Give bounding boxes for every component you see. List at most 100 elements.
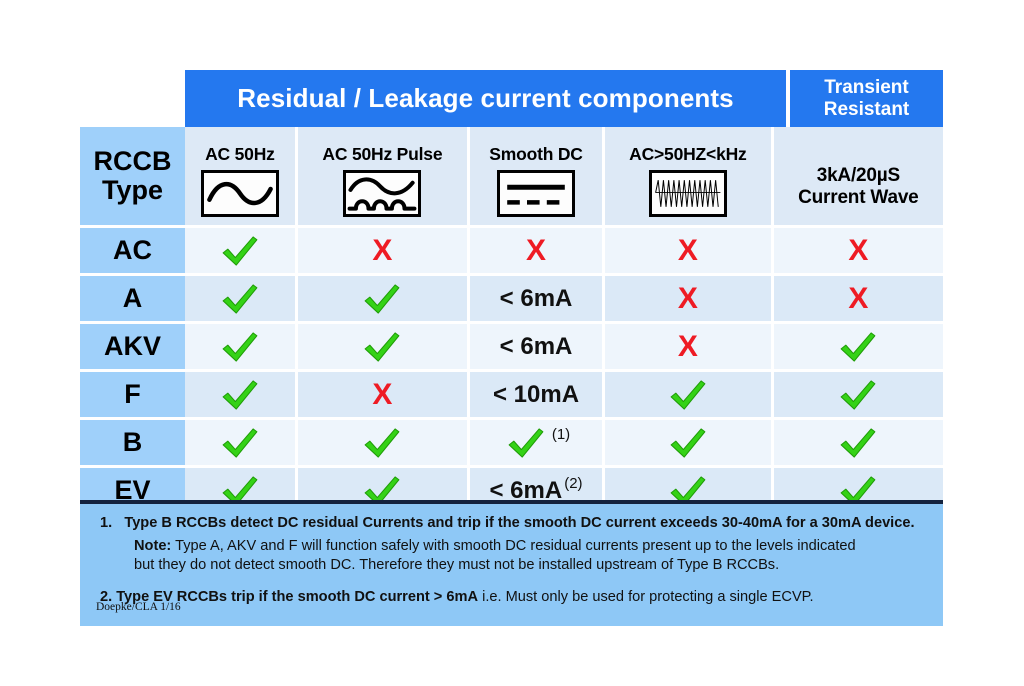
cell-b-smoothdc: (1) [468,418,606,468]
cell-f-ac50hz [185,370,298,420]
cross-icon: X [677,329,698,363]
column-header-label-ac50hz: AC 50Hz [205,144,275,164]
cell-content [185,372,295,417]
footnote-2: 2. Type EV RCCBs trip if the smooth DC c… [94,588,929,608]
cell-content: < 6mA (2) [470,468,602,513]
cell-akv-ac50hz [185,322,298,372]
check-icon [220,283,260,314]
cell-content: < 6mA [470,276,602,321]
cell-value: < 10mA [492,380,580,408]
cross-icon: X [848,281,869,315]
cell-content: X [774,228,943,273]
column-header-label-smoothdc: Smooth DC [489,144,583,164]
cross-icon: X [677,281,698,315]
footnote-1-note: Note: Type A, AKV and F will function sa… [94,537,929,557]
column-header-label-hfac: AC>50HZ<kHz [629,144,747,164]
cell-akv-hfac: X [603,322,774,372]
cell-content: X [298,228,467,273]
table-row: AC X X X X [80,226,943,276]
sine-wave-icon [200,170,279,217]
check-icon [362,283,402,314]
cell-f-ac50pulse: X [296,370,470,420]
check-icon [838,379,878,410]
cell-content [185,276,295,321]
cell-akv-ac50pulse [296,322,470,372]
check-icon [838,427,878,458]
cell-ac-ac50hz [185,226,298,276]
table-row: AKV < 6mA X [80,322,943,372]
table-header-row: RCCB Type AC 50Hz AC 50Hz Pulse Smooth DC AC… [80,127,943,228]
cell-content: X [774,276,943,321]
cell-b-hfac [603,418,774,468]
cell-content: (1) [470,420,602,465]
cell-content: X [605,228,771,273]
cell-content [774,420,943,465]
check-icon [506,427,546,458]
table-row: B (1) [80,418,943,468]
row-label-a: A [80,274,185,324]
cell-a-ac50pulse [296,274,470,324]
cell-ac-ac50pulse: X [296,226,470,276]
column-header-hfac: AC>50HZ<kHz [603,127,774,228]
table-row: F X < 10mA [80,370,943,420]
cell-content: X [298,372,467,417]
check-icon [220,379,260,410]
cross-icon: X [677,233,698,267]
footnote-1-text: Type B RCCBs detect DC residual Currents… [124,515,915,531]
cell-value: < 6mA [499,284,573,312]
column-header-label-ac50pulse: AC 50Hz Pulse [322,144,443,164]
cell-content [185,420,295,465]
cell-content [298,420,467,465]
cell-a-hfac: X [603,274,774,324]
credit-line: Doepke/CLA 1/16 [96,601,181,613]
cell-f-smoothdc: < 10mA [468,370,606,420]
footnote-1: 1. Type B RCCBs detect DC residual Curre… [94,514,929,534]
transient-resistant-label: Transient Resistant [823,77,910,120]
check-icon [362,331,402,362]
column-header-transient: 3kA/20µS Current Wave [772,127,943,228]
cell-value: < 6mA [489,476,563,504]
cell-ac-hfac: X [603,226,774,276]
cell-content [298,276,467,321]
check-icon [220,235,260,266]
cell-a-smoothdc: < 6mA [468,274,606,324]
cell-content: X [605,276,771,321]
cell-f-transient [772,370,943,420]
column-header-ac50hz: AC 50Hz [185,127,298,228]
check-icon [220,331,260,362]
cell-content: < 10mA [470,372,602,417]
footnote-2-rest: i.e. Must only be used for protecting a … [478,588,814,605]
cross-icon: X [372,233,393,267]
rccb-compatibility-table: RCCB Type AC 50Hz AC 50Hz Pulse Smooth DC AC… [80,127,943,516]
cell-content: < 6mA [470,324,602,369]
high-frequency-wave-icon [648,170,727,217]
cell-f-hfac [603,370,774,420]
footnote-ref: (1) [551,426,571,443]
smooth-dc-line-icon [497,170,576,217]
row-label-akv: AKV [80,322,185,372]
footnotes-panel: 1. Type B RCCBs detect DC residual Curre… [80,500,943,626]
cross-icon: X [526,233,547,267]
column-header-smoothdc: Smooth DC [468,127,606,228]
check-icon [668,379,708,410]
check-icon [668,427,708,458]
pulsed-dc-wave-icon [343,170,422,217]
row-label-ac: AC [80,226,185,276]
residual-leakage-header: Residual / Leakage current components [185,70,786,127]
cell-ac-transient: X [772,226,943,276]
cell-content [185,324,295,369]
cell-a-ac50hz [185,274,298,324]
cell-a-transient: X [772,274,943,324]
cell-b-ac50pulse [296,418,470,468]
column-header-label-transient: 3kA/20µS Current Wave [798,164,919,208]
cross-icon: X [848,233,869,267]
footnote-note-label: Note: [134,537,172,554]
cell-value: < 6mA [499,332,573,360]
cross-icon: X [372,377,393,411]
cell-content [605,372,771,417]
cell-content [298,324,467,369]
table-row: A < 6mA X X [80,274,943,324]
cell-akv-transient [772,322,943,372]
footnote-note-text: Type A, AKV and F will function safely w… [171,537,856,554]
cell-b-ac50hz [185,418,298,468]
